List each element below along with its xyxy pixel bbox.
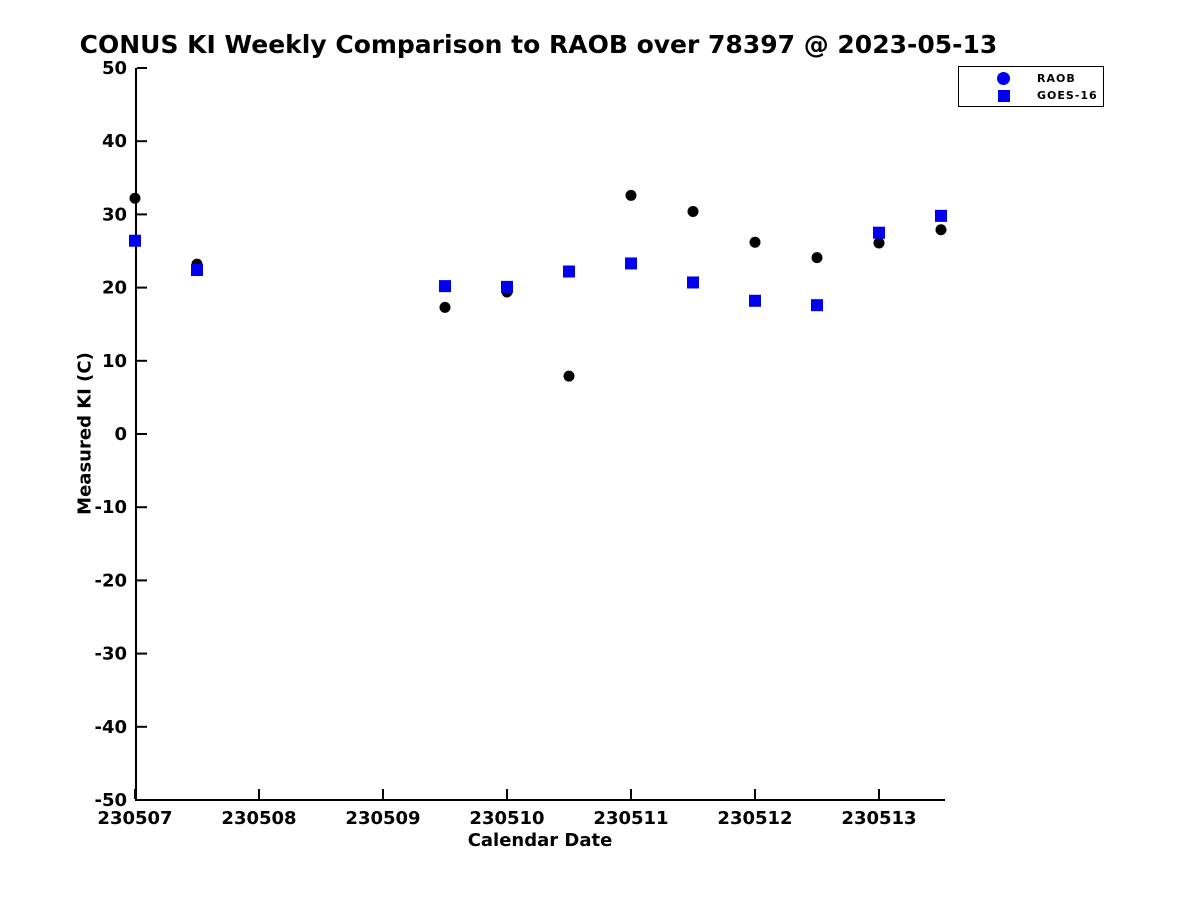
y-tick-label: 20: [102, 278, 127, 299]
goes16-point: [873, 226, 885, 239]
y-tick-label: 0: [114, 424, 127, 445]
y-tick-label: -30: [94, 644, 127, 665]
goes16-point: [439, 280, 451, 293]
y-tick-label: 40: [102, 131, 127, 152]
x-tick-label: 230512: [717, 808, 792, 829]
y-tick-label: -50: [94, 790, 127, 811]
raob-circle-icon: [997, 72, 1010, 85]
goes16-point: [563, 265, 575, 278]
x-tick-label: 230513: [841, 808, 916, 829]
goes16-point: [935, 209, 947, 222]
x-tick-label: 230511: [593, 808, 668, 829]
raob-point: [687, 205, 699, 217]
goes16-point: [687, 276, 699, 289]
y-tick-label: -10: [94, 497, 127, 518]
raob-point: [439, 301, 451, 313]
raob-point: [749, 236, 761, 248]
goes16-point: [129, 234, 141, 247]
goes16-point: [501, 280, 513, 293]
raob-point: [129, 192, 141, 204]
goes16-point: [625, 257, 637, 270]
y-tick-label: 30: [102, 204, 127, 225]
chart-title: CONUS KI Weekly Comparison to RAOB over …: [79, 30, 998, 59]
y-tick-label: 50: [102, 58, 127, 79]
goes16-point: [749, 294, 761, 307]
raob-point: [625, 189, 637, 201]
x-tick-label: 230509: [345, 808, 420, 829]
legend-label-goes16: GOES-16: [1037, 89, 1098, 102]
legend: RAOB GOES-16: [958, 66, 1104, 107]
x-tick-label: 230510: [469, 808, 544, 829]
y-tick-label: 10: [102, 351, 127, 372]
raob-point: [873, 237, 885, 249]
x-tick-label: 230507: [97, 808, 172, 829]
legend-item-goes16: GOES-16: [959, 87, 1103, 104]
x-tick-label: 230508: [221, 808, 296, 829]
raob-point: [935, 224, 947, 236]
y-tick-label: -40: [94, 717, 127, 738]
goes16-point: [811, 299, 823, 312]
goes16-square-icon: [998, 89, 1010, 102]
y-axis-title: Measured KI (C): [74, 352, 96, 515]
y-tick-label: -20: [94, 570, 127, 591]
raob-point: [563, 370, 575, 382]
goes16-point: [191, 264, 203, 277]
legend-label-raob: RAOB: [1037, 72, 1076, 85]
legend-item-raob: RAOB: [959, 70, 1103, 87]
raob-point: [811, 252, 823, 264]
x-axis-title: Calendar Date: [467, 830, 613, 851]
